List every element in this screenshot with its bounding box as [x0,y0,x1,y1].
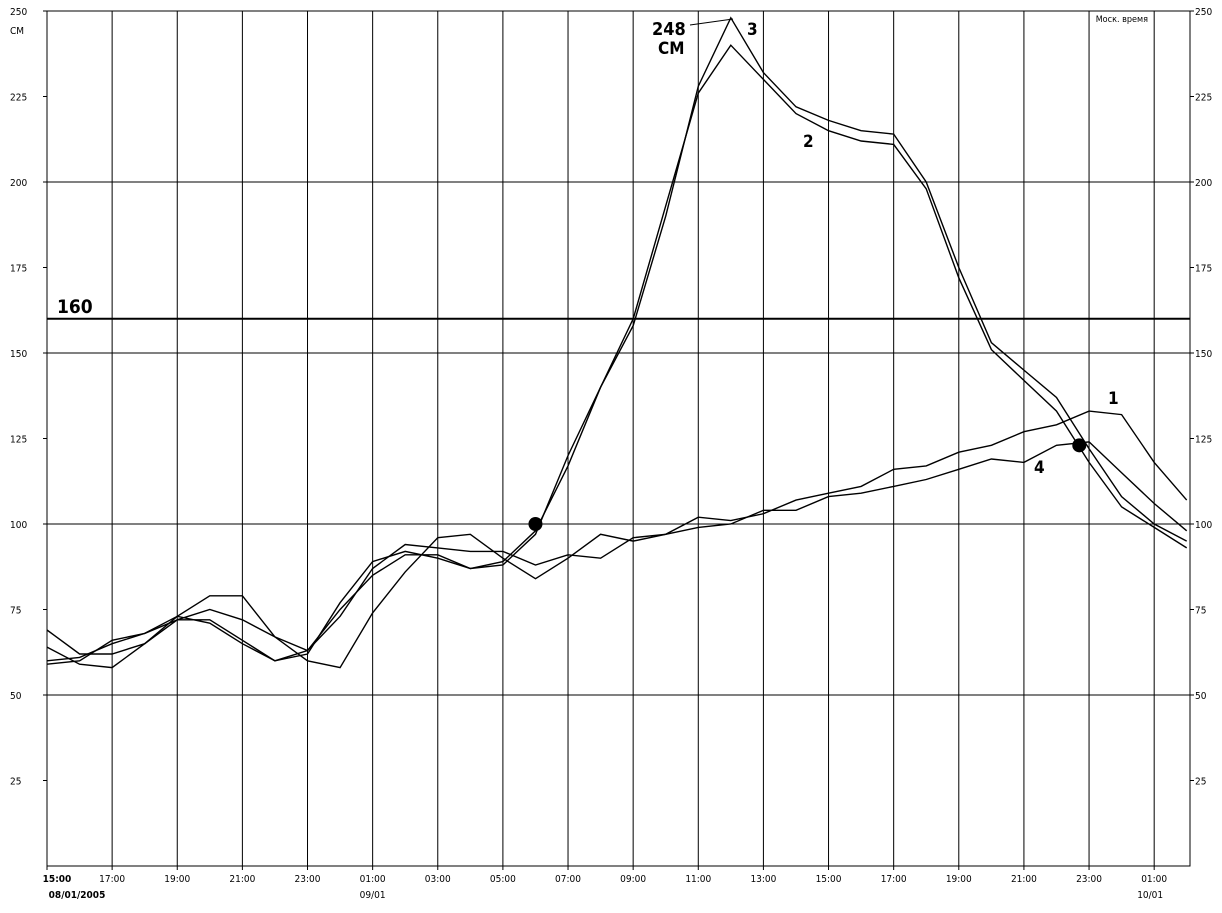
series-line [46,410,1188,655]
peak-label: 248 [652,19,686,40]
y-tick-label: 100 [1195,520,1212,531]
y-unit: СМ [10,26,24,37]
y-tick-label: 225 [1195,93,1212,104]
x-tick-label: 05:00 [490,874,516,885]
x-tick-label: 09:00 [620,874,646,885]
time-note: Моск. время [1096,15,1148,25]
series-label: 4 [1034,458,1045,478]
y-tick-label: 150 [1195,349,1212,360]
x-tick-label: 23:00 [295,874,321,885]
y-tick-label: 125 [10,435,27,446]
y-tick-label: 200 [10,178,27,189]
x-tick-label: 01:00 [1141,874,1167,885]
series-line [46,441,1188,669]
y-tick-label: 200 [1195,178,1212,189]
y-tick-label: 25 [10,777,21,788]
x-tick-label: 07:00 [555,874,581,885]
x-tick-label: 13:00 [750,874,776,885]
series-label: 3 [747,20,758,40]
y-tick-label: 250 [10,7,27,18]
x-tick-label: 15:00 [43,874,72,885]
x-tick-label: 21:00 [229,874,255,885]
series-label: 2 [803,132,814,152]
y-tick-label: 25 [1195,777,1206,788]
x-tick-label: 03:00 [425,874,451,885]
y-tick-label: 175 [1195,264,1212,275]
plot-frame [46,10,1191,867]
x-date-label: 09/01 [360,890,386,901]
y-tick-label: 125 [1195,435,1212,446]
leader [689,18,734,26]
y-tick-label: 100 [10,520,27,531]
y-tick-label: 50 [1195,691,1207,702]
marker [528,517,543,531]
y-tick-label: 225 [10,93,27,104]
x-date-label: 08/01/2005 [49,890,106,901]
x-tick-label: 17:00 [881,874,907,885]
peak-unit: СМ [658,39,684,59]
y-tick-label: 150 [10,349,27,360]
x-tick-label: 17:00 [99,874,125,885]
x-tick-label: 19:00 [946,874,972,885]
x-tick-label: 11:00 [685,874,711,885]
x-tick-label: 23:00 [1076,874,1102,885]
series-line [46,16,1188,665]
x-date-label: 10/01 [1137,890,1163,901]
threshold-label: 160 [57,296,93,318]
x-tick-label: 21:00 [1011,874,1037,885]
x-tick-label: 01:00 [360,874,386,885]
y-tick-label: 75 [10,606,21,617]
y-tick-label: 50 [10,691,22,702]
x-tick-label: 19:00 [164,874,190,885]
series-line [46,44,1188,662]
marker [1072,438,1087,453]
y-tick-label: 75 [1195,606,1206,617]
y-tick-label: 175 [10,264,27,275]
y-tick-label: 250 [1195,7,1212,18]
x-tick-label: 15:00 [816,874,842,885]
series-label: 1 [1108,389,1119,409]
